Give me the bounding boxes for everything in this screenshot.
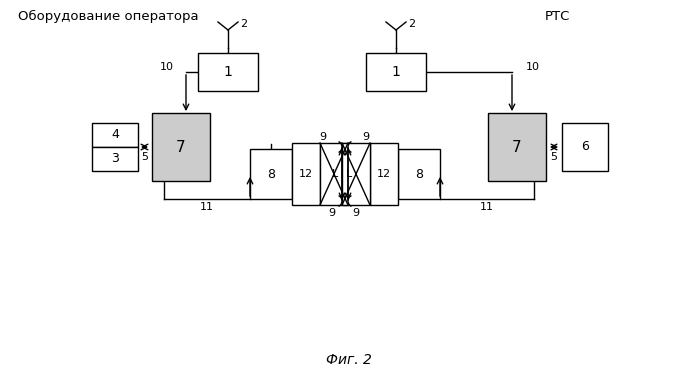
Text: 2: 2 <box>240 19 247 29</box>
Text: 11: 11 <box>480 202 494 212</box>
Text: 5: 5 <box>551 152 558 162</box>
Text: 5: 5 <box>142 152 149 162</box>
Text: 6: 6 <box>581 141 589 154</box>
Text: 10: 10 <box>160 62 174 72</box>
Text: L: L <box>346 169 352 179</box>
Text: 1: 1 <box>392 65 401 79</box>
Text: Оборудование оператора: Оборудование оператора <box>18 10 199 23</box>
Bar <box>370 143 398 205</box>
Bar <box>562 123 608 171</box>
Text: 8: 8 <box>267 167 275 181</box>
Bar <box>250 149 292 199</box>
Text: 10: 10 <box>526 62 540 72</box>
Bar <box>198 53 258 91</box>
Text: 3: 3 <box>111 153 119 166</box>
Text: 11: 11 <box>200 202 214 212</box>
Text: 2: 2 <box>408 19 415 29</box>
Bar <box>152 113 210 181</box>
Text: 9: 9 <box>329 208 336 218</box>
Bar <box>366 53 426 91</box>
Text: 9: 9 <box>362 132 369 142</box>
Text: 9: 9 <box>319 132 326 142</box>
Text: 8: 8 <box>415 167 423 181</box>
Bar <box>320 143 348 205</box>
Text: 7: 7 <box>176 140 186 154</box>
Text: 12: 12 <box>299 169 313 179</box>
Bar <box>92 147 138 171</box>
Bar <box>92 123 138 147</box>
Text: 1: 1 <box>223 65 232 79</box>
Bar <box>488 113 546 181</box>
Text: L: L <box>332 169 338 179</box>
Text: 12: 12 <box>377 169 391 179</box>
Text: Фиг. 2: Фиг. 2 <box>326 353 372 367</box>
Bar <box>398 149 440 199</box>
Bar <box>292 143 320 205</box>
Text: 7: 7 <box>512 140 522 154</box>
Text: РТС: РТС <box>545 10 570 23</box>
Text: 9: 9 <box>352 208 359 218</box>
Text: 4: 4 <box>111 129 119 141</box>
Bar <box>342 143 370 205</box>
